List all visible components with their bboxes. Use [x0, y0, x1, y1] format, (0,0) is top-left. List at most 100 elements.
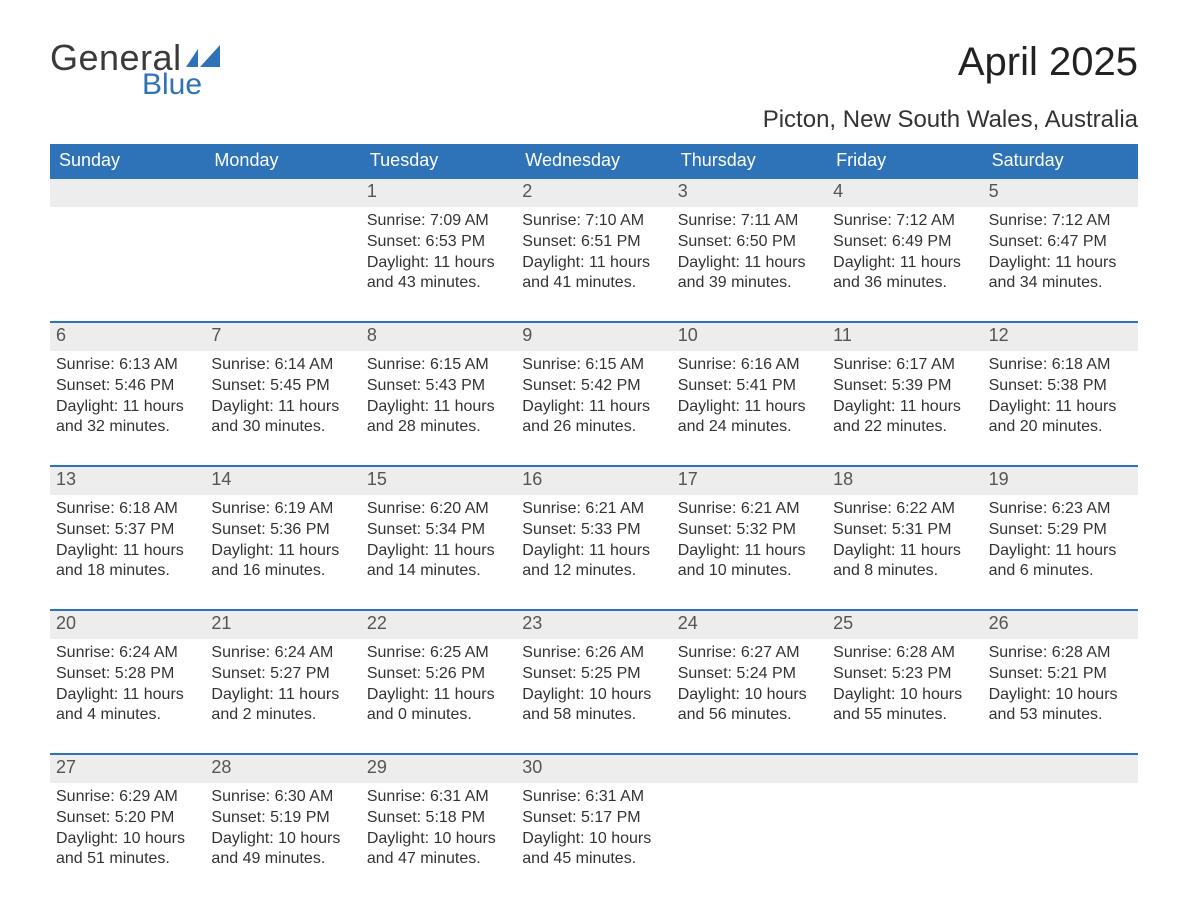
- sunrise-line: Sunrise: 7:09 AM: [367, 211, 510, 232]
- calendar-cell: 1Sunrise: 7:09 AMSunset: 6:53 PMDaylight…: [361, 177, 516, 313]
- daylight-line: Daylight: 11 hours and 8 minutes.: [833, 541, 976, 583]
- daylight-line: Daylight: 11 hours and 6 minutes.: [989, 541, 1132, 583]
- calendar-cell: [827, 753, 982, 889]
- sunset-line: Sunset: 5:37 PM: [56, 520, 199, 541]
- cell-body: Sunrise: 6:18 AMSunset: 5:38 PMDaylight:…: [983, 351, 1138, 457]
- calendar-cell: 27Sunrise: 6:29 AMSunset: 5:20 PMDayligh…: [50, 753, 205, 889]
- cell-body: Sunrise: 6:31 AMSunset: 5:18 PMDaylight:…: [361, 783, 516, 889]
- calendar-cell: 3Sunrise: 7:11 AMSunset: 6:50 PMDaylight…: [672, 177, 827, 313]
- sunset-line: Sunset: 5:39 PM: [833, 376, 976, 397]
- sunrise-line: Sunrise: 6:15 AM: [367, 355, 510, 376]
- sunrise-line: Sunrise: 6:24 AM: [56, 643, 199, 664]
- daylight-line: Daylight: 11 hours and 22 minutes.: [833, 397, 976, 439]
- daylight-line: Daylight: 11 hours and 16 minutes.: [211, 541, 354, 583]
- sunrise-line: Sunrise: 6:21 AM: [678, 499, 821, 520]
- date-strip: 21: [205, 609, 360, 639]
- date-strip: 2: [516, 177, 671, 207]
- sunset-line: Sunset: 5:31 PM: [833, 520, 976, 541]
- sunset-line: Sunset: 6:51 PM: [522, 232, 665, 253]
- sunrise-line: Sunrise: 7:12 AM: [989, 211, 1132, 232]
- cell-body: Sunrise: 7:12 AMSunset: 6:47 PMDaylight:…: [983, 207, 1138, 313]
- daylight-line: Daylight: 11 hours and 4 minutes.: [56, 685, 199, 727]
- day-header-row: Sunday Monday Tuesday Wednesday Thursday…: [50, 144, 1138, 177]
- sunrise-line: Sunrise: 6:16 AM: [678, 355, 821, 376]
- calendar-cell: 8Sunrise: 6:15 AMSunset: 5:43 PMDaylight…: [361, 321, 516, 457]
- sunrise-line: Sunrise: 6:28 AM: [833, 643, 976, 664]
- date-strip: [50, 177, 205, 207]
- calendar-cell: 21Sunrise: 6:24 AMSunset: 5:27 PMDayligh…: [205, 609, 360, 745]
- date-strip: 9: [516, 321, 671, 351]
- calendar-cell: 18Sunrise: 6:22 AMSunset: 5:31 PMDayligh…: [827, 465, 982, 601]
- calendar-cell: 12Sunrise: 6:18 AMSunset: 5:38 PMDayligh…: [983, 321, 1138, 457]
- sunset-line: Sunset: 6:49 PM: [833, 232, 976, 253]
- cell-body: Sunrise: 6:24 AMSunset: 5:28 PMDaylight:…: [50, 639, 205, 745]
- date-strip: 7: [205, 321, 360, 351]
- calendar-cell: 4Sunrise: 7:12 AMSunset: 6:49 PMDaylight…: [827, 177, 982, 313]
- daylight-line: Daylight: 10 hours and 56 minutes.: [678, 685, 821, 727]
- cell-body: Sunrise: 7:11 AMSunset: 6:50 PMDaylight:…: [672, 207, 827, 313]
- calendar-cell: 30Sunrise: 6:31 AMSunset: 5:17 PMDayligh…: [516, 753, 671, 889]
- cell-body: Sunrise: 6:29 AMSunset: 5:20 PMDaylight:…: [50, 783, 205, 889]
- cell-body: Sunrise: 6:23 AMSunset: 5:29 PMDaylight:…: [983, 495, 1138, 601]
- daylight-line: Daylight: 11 hours and 0 minutes.: [367, 685, 510, 727]
- calendar-week: 20Sunrise: 6:24 AMSunset: 5:28 PMDayligh…: [50, 609, 1138, 745]
- sunset-line: Sunset: 5:17 PM: [522, 808, 665, 829]
- sunrise-line: Sunrise: 6:20 AM: [367, 499, 510, 520]
- date-strip: 16: [516, 465, 671, 495]
- sunrise-line: Sunrise: 6:13 AM: [56, 355, 199, 376]
- calendar-cell: [205, 177, 360, 313]
- calendar-cell: 19Sunrise: 6:23 AMSunset: 5:29 PMDayligh…: [983, 465, 1138, 601]
- sunrise-line: Sunrise: 6:31 AM: [522, 787, 665, 808]
- calendar-week: 6Sunrise: 6:13 AMSunset: 5:46 PMDaylight…: [50, 321, 1138, 457]
- sunset-line: Sunset: 5:28 PM: [56, 664, 199, 685]
- sunrise-line: Sunrise: 7:10 AM: [522, 211, 665, 232]
- page-subtitle: Picton, New South Wales, Australia: [50, 106, 1138, 134]
- cell-body: [205, 207, 360, 313]
- daylight-line: Daylight: 11 hours and 36 minutes.: [833, 253, 976, 295]
- cell-body: Sunrise: 6:25 AMSunset: 5:26 PMDaylight:…: [361, 639, 516, 745]
- calendar-cell: 24Sunrise: 6:27 AMSunset: 5:24 PMDayligh…: [672, 609, 827, 745]
- sunrise-line: Sunrise: 6:22 AM: [833, 499, 976, 520]
- sunrise-line: Sunrise: 6:19 AM: [211, 499, 354, 520]
- cell-body: Sunrise: 7:12 AMSunset: 6:49 PMDaylight:…: [827, 207, 982, 313]
- sunrise-line: Sunrise: 6:17 AM: [833, 355, 976, 376]
- cell-body: Sunrise: 7:10 AMSunset: 6:51 PMDaylight:…: [516, 207, 671, 313]
- sunset-line: Sunset: 5:36 PM: [211, 520, 354, 541]
- date-strip: 8: [361, 321, 516, 351]
- date-strip: 23: [516, 609, 671, 639]
- day-header-monday: Monday: [205, 144, 360, 177]
- cell-body: Sunrise: 6:14 AMSunset: 5:45 PMDaylight:…: [205, 351, 360, 457]
- page-title: April 2025: [958, 40, 1138, 85]
- calendar-cell: 25Sunrise: 6:28 AMSunset: 5:23 PMDayligh…: [827, 609, 982, 745]
- date-strip: 24: [672, 609, 827, 639]
- day-header-saturday: Saturday: [983, 144, 1138, 177]
- daylight-line: Daylight: 11 hours and 34 minutes.: [989, 253, 1132, 295]
- cell-body: Sunrise: 6:15 AMSunset: 5:43 PMDaylight:…: [361, 351, 516, 457]
- sunset-line: Sunset: 5:29 PM: [989, 520, 1132, 541]
- daylight-line: Daylight: 11 hours and 18 minutes.: [56, 541, 199, 583]
- date-strip: 3: [672, 177, 827, 207]
- sunrise-line: Sunrise: 6:23 AM: [989, 499, 1132, 520]
- logo: General Blue: [50, 40, 220, 100]
- cell-body: Sunrise: 6:20 AMSunset: 5:34 PMDaylight:…: [361, 495, 516, 601]
- date-strip: 22: [361, 609, 516, 639]
- cell-body: Sunrise: 6:24 AMSunset: 5:27 PMDaylight:…: [205, 639, 360, 745]
- calendar-week: 1Sunrise: 7:09 AMSunset: 6:53 PMDaylight…: [50, 177, 1138, 313]
- date-strip: 15: [361, 465, 516, 495]
- cell-body: Sunrise: 6:19 AMSunset: 5:36 PMDaylight:…: [205, 495, 360, 601]
- sunrise-line: Sunrise: 7:11 AM: [678, 211, 821, 232]
- cell-body: Sunrise: 6:16 AMSunset: 5:41 PMDaylight:…: [672, 351, 827, 457]
- sunset-line: Sunset: 5:32 PM: [678, 520, 821, 541]
- sunrise-line: Sunrise: 6:31 AM: [367, 787, 510, 808]
- sunset-line: Sunset: 5:42 PM: [522, 376, 665, 397]
- cell-body: Sunrise: 6:21 AMSunset: 5:33 PMDaylight:…: [516, 495, 671, 601]
- daylight-line: Daylight: 11 hours and 30 minutes.: [211, 397, 354, 439]
- sunset-line: Sunset: 5:18 PM: [367, 808, 510, 829]
- date-strip: [205, 177, 360, 207]
- sunset-line: Sunset: 5:20 PM: [56, 808, 199, 829]
- daylight-line: Daylight: 11 hours and 26 minutes.: [522, 397, 665, 439]
- date-strip: 6: [50, 321, 205, 351]
- daylight-line: Daylight: 10 hours and 55 minutes.: [833, 685, 976, 727]
- cell-body: Sunrise: 6:30 AMSunset: 5:19 PMDaylight:…: [205, 783, 360, 889]
- day-header-sunday: Sunday: [50, 144, 205, 177]
